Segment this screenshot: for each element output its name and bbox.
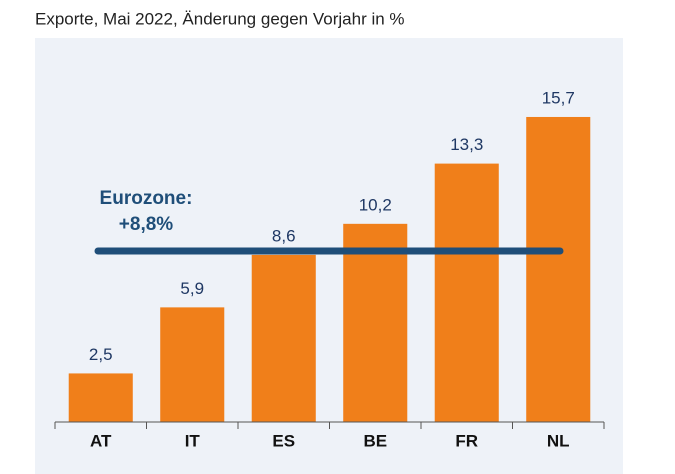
value-label: 2,5: [89, 345, 113, 364]
value-label: 13,3: [450, 135, 483, 154]
bar: [160, 307, 225, 422]
x-tick-label: ES: [272, 431, 295, 450]
bar: [434, 163, 499, 422]
x-tick-label: BE: [363, 431, 387, 450]
chart-title: Exporte, Mai 2022, Änderung gegen Vorjah…: [35, 9, 405, 28]
bar: [251, 254, 316, 422]
x-tick-label: NL: [547, 431, 570, 450]
x-tick-label: IT: [185, 431, 201, 450]
reference-value-label: +8,8%: [119, 214, 174, 235]
bar: [526, 116, 591, 422]
x-tick-label: AT: [90, 431, 112, 450]
value-label: 15,7: [542, 88, 575, 107]
x-tick-label: FR: [455, 431, 478, 450]
value-label: 5,9: [180, 279, 204, 298]
value-label: 8,6: [272, 226, 296, 245]
reference-label: Eurozone:: [100, 188, 193, 209]
bar: [68, 373, 133, 422]
bar: [343, 223, 408, 422]
value-label: 10,2: [359, 195, 392, 214]
plot-background: [35, 38, 623, 474]
